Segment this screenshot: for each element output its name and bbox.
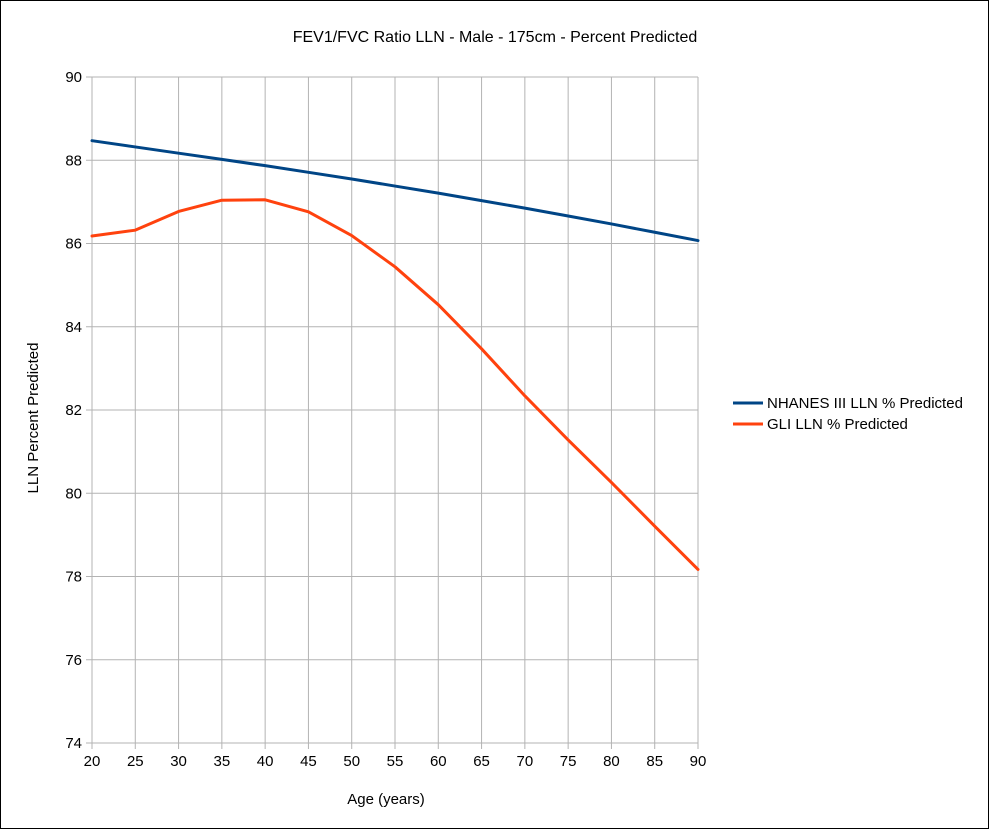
chart-title: FEV1/FVC Ratio LLN - Male - 175cm - Perc… (293, 29, 698, 46)
x-tick-label: 40 (257, 753, 274, 770)
y-axis-ticks: 74 76 78 80 82 84 86 88 90 (65, 69, 82, 752)
x-tick-label: 20 (84, 753, 101, 770)
y-axis-title: LLN Percent Predicted (25, 343, 42, 494)
x-tick-label: 70 (517, 753, 534, 770)
y-tick-label: 78 (65, 569, 82, 586)
x-tick-label: 90 (690, 753, 707, 770)
x-tick-label: 60 (430, 753, 447, 770)
x-axis-ticks: 20 25 30 35 40 45 50 55 60 65 70 75 80 85 90 (84, 753, 707, 770)
x-tick-label: 45 (300, 753, 317, 770)
legend-label: NHANES III LLN % Predicted (767, 395, 963, 412)
series-lines (90, 139, 700, 571)
y-tick-label: 74 (65, 735, 82, 752)
x-tick-label: 55 (387, 753, 404, 770)
x-tick-label: 80 (603, 753, 620, 770)
x-axis-title: Age (years) (347, 791, 425, 808)
x-tick-label: 50 (343, 753, 360, 770)
x-tick-label: 65 (473, 753, 490, 770)
x-tick-label: 25 (127, 753, 144, 770)
x-tick-label: 30 (170, 753, 187, 770)
grid-lines (86, 76, 699, 749)
series-line-nhanes (90, 139, 700, 243)
legend: NHANES III LLN % Predicted GLI LLN % Pred… (733, 395, 963, 433)
y-tick-label: 88 (65, 152, 82, 169)
series-line-gli (90, 198, 700, 571)
y-tick-label: 84 (65, 319, 82, 336)
y-tick-label: 82 (65, 402, 82, 419)
y-tick-label: 86 (65, 236, 82, 253)
x-tick-label: 75 (560, 753, 577, 770)
y-tick-label: 80 (65, 485, 82, 502)
x-tick-label: 35 (214, 753, 231, 770)
y-tick-label: 76 (65, 652, 82, 669)
x-tick-label: 85 (646, 753, 663, 770)
y-tick-label: 90 (65, 69, 82, 86)
legend-label: GLI LLN % Predicted (767, 416, 908, 433)
